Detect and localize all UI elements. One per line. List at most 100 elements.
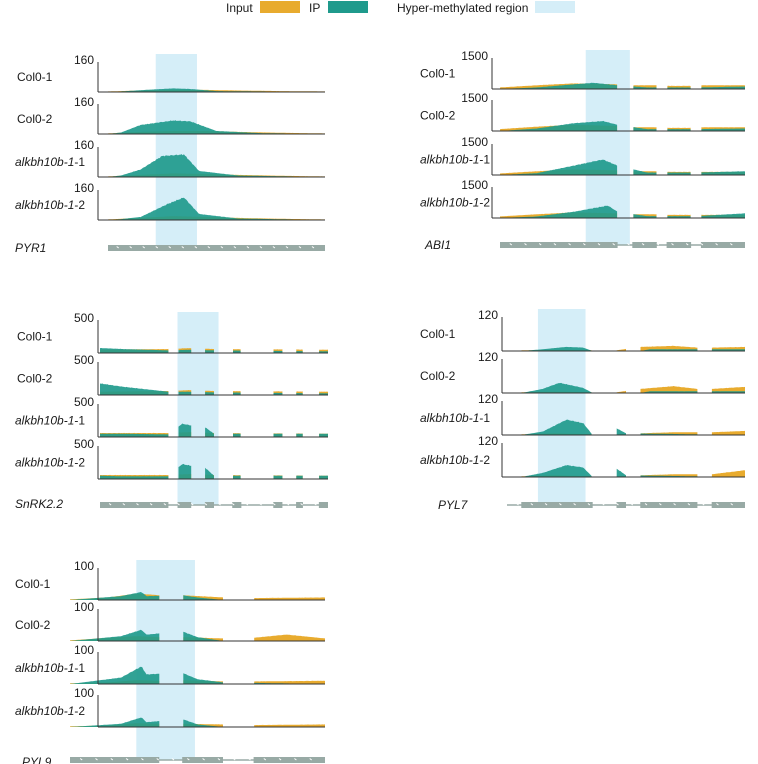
gene-exon: [100, 502, 169, 508]
strand-arrow: [220, 246, 224, 249]
gene-exon: [70, 757, 160, 763]
y-scale-label: 1500: [461, 135, 488, 149]
gene-exon: [273, 502, 283, 508]
strand-arrow: [582, 243, 586, 246]
strand-arrow: [559, 503, 562, 506]
strand-arrow: [641, 243, 645, 246]
sample-label: Col0-1: [420, 327, 456, 341]
strand-arrow: [544, 503, 548, 506]
y-scale-label: 160: [74, 53, 94, 67]
strand-arrow: [141, 758, 144, 761]
ip-area: [70, 629, 325, 641]
legend-input-label: Input: [226, 1, 253, 15]
sample-label: alkbh10b-1-1: [420, 411, 490, 425]
strand-arrow: [95, 758, 98, 761]
y-scale-label: 120: [478, 392, 498, 406]
ip-area: [521, 346, 745, 351]
strand-arrow: [263, 758, 267, 761]
strand-arrow: [530, 503, 534, 506]
ip-area: [100, 383, 328, 395]
track-alkbh10b-1-2: 1500 alkbh10b-1-2: [420, 178, 745, 219]
ip-area: [521, 419, 745, 435]
sample-label: Col0-1: [15, 577, 51, 591]
gene-name-label: SnRK2.2: [15, 497, 63, 511]
gene-exon: [616, 502, 626, 508]
ip-area: [70, 717, 325, 727]
gene-exon: [666, 242, 692, 248]
y-scale-label: 1500: [461, 49, 488, 63]
panel-snrk22: 500 Col0-1 500 Col0-2 500 alkbh10b-1-1 500 alkb…: [15, 311, 328, 511]
strand-arrow: [573, 503, 576, 506]
strand-arrow: [730, 503, 734, 506]
ip-area: [500, 205, 745, 218]
gene-exon: [521, 502, 593, 508]
sample-label: Col0-2: [15, 618, 51, 632]
track-alkbh10b-1-2: 500 alkbh10b-1-2: [15, 437, 328, 480]
sample-label: alkbh10b-1-1: [15, 661, 85, 675]
gene-name-label: PYR1: [15, 241, 46, 255]
panel-pyl7: 120 Col0-1 120 Col0-2 120 alkbh10b-1-1 120 alkb…: [420, 308, 745, 512]
strand-arrow: [659, 503, 662, 506]
ip-area: [500, 120, 745, 131]
strand-arrow: [259, 503, 262, 506]
strand-arrow: [181, 246, 185, 249]
panel-abi1: 1500Col0-11500Col0-21500alkbh10b-1-11500…: [420, 49, 745, 252]
strand-arrow: [509, 243, 513, 246]
y-scale-label: 100: [74, 686, 94, 700]
sample-label: alkbh10b-1-2: [15, 198, 85, 212]
gene-exon: [108, 245, 325, 251]
track-col0-1: 120 Col0-1: [420, 308, 745, 352]
gene-exon: [182, 757, 223, 763]
gene-exon: [318, 502, 328, 508]
strand-arrow: [168, 246, 172, 249]
strand-arrow: [538, 243, 542, 246]
strand-arrow: [259, 246, 263, 249]
track-alkbh10b-1-2: 100 alkbh10b-1-2: [15, 686, 325, 728]
strand-arrow: [597, 243, 601, 246]
strand-arrow: [309, 758, 313, 761]
gene-exon: [253, 757, 325, 763]
y-scale-label: 100: [74, 559, 94, 573]
track-alkbh10b-1-1: 160 alkbh10b-1-1: [15, 138, 325, 178]
track-col0-1: 160 Col0-1: [17, 53, 325, 93]
strand-arrow: [278, 758, 282, 761]
ip-area: [70, 592, 325, 600]
strand-arrow: [155, 246, 159, 249]
sample-label: Col0-1: [17, 70, 53, 84]
ip-area: [108, 197, 325, 220]
sample-label: alkbh10b-1-2: [15, 704, 85, 718]
strand-arrow: [298, 246, 302, 249]
ip-area: [500, 159, 745, 175]
gene-exon: [232, 502, 242, 508]
strand-arrow: [125, 758, 129, 761]
gene-model: [108, 245, 325, 251]
legend-region-swatch: [535, 1, 575, 13]
strand-arrow: [163, 503, 167, 506]
track-col0-2: 100 Col0-2: [15, 600, 325, 642]
gene-name-label: PYL9: [22, 755, 52, 764]
sample-label: Col0-1: [17, 330, 53, 344]
sample-label: Col0-2: [420, 109, 456, 123]
strand-arrow: [149, 503, 153, 506]
strand-arrow: [601, 503, 605, 506]
gene-exon: [500, 242, 618, 248]
sample-label: alkbh10b-1-2: [420, 453, 490, 467]
input-area: [521, 386, 745, 393]
y-scale-label: 500: [74, 311, 94, 325]
strand-arrow: [136, 503, 139, 506]
strand-arrow: [701, 503, 705, 506]
sample-label: Col0-2: [420, 369, 456, 383]
strand-arrow: [314, 503, 317, 506]
strand-arrow: [171, 758, 175, 761]
y-scale-label: 500: [74, 353, 94, 367]
panel-pyl9: 100 Col0-1 100 Col0-2 100 alkbh10b-1-1 100 alkb…: [15, 559, 325, 764]
sample-label: alkbh10b-1-1: [15, 414, 85, 428]
sample-label: alkbh10b-1-2: [420, 196, 490, 210]
strand-arrow: [630, 503, 634, 506]
sample-label: Col0-2: [17, 112, 53, 126]
track-alkbh10b-1-1: 1500 alkbh10b-1-1: [420, 135, 745, 176]
strand-arrow: [233, 246, 237, 249]
ip-area: [521, 465, 745, 477]
strand-arrow: [656, 243, 660, 246]
